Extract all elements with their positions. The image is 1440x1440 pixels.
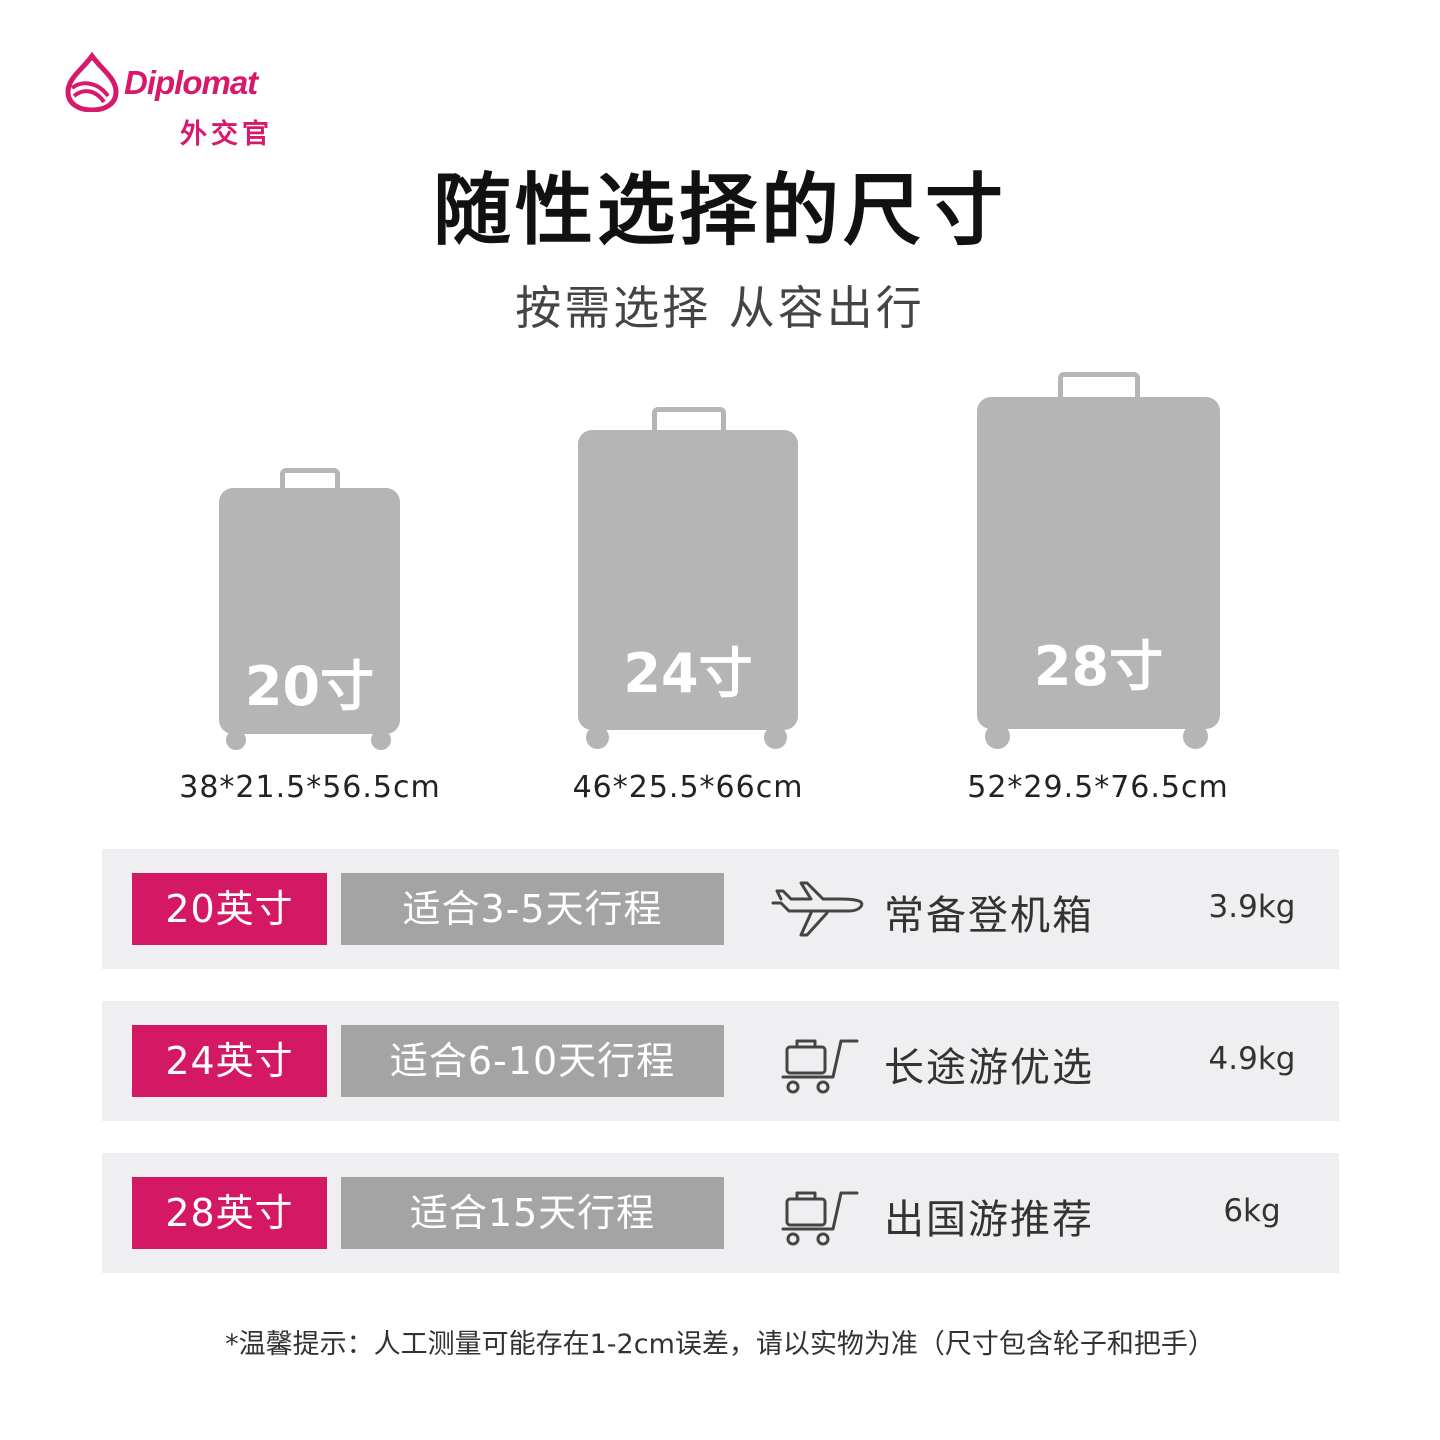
suitcase-handle <box>1058 372 1140 400</box>
row-size-tag: 24英寸 <box>132 1025 327 1097</box>
row-weight: 6kg <box>1223 1193 1281 1229</box>
size-row-28: 28英寸 适合15天行程 出国游推荐 6kg <box>102 1153 1339 1273</box>
brand-name-en: Diplomat <box>124 64 258 101</box>
row-weight: 4.9kg <box>1208 1041 1296 1077</box>
suitcase-wheel <box>371 730 391 750</box>
row-description: 出国游推荐 <box>884 1197 1094 1243</box>
footer-note: *温馨提示：人工测量可能存在1-2cm误差，请以实物为准（尺寸包含轮子和把手） <box>225 1329 1215 1360</box>
suitcase-dimensions: 38*21.5*56.5cm <box>179 770 441 805</box>
suitcase-wheel <box>586 726 609 749</box>
suitcase-wheel <box>985 724 1010 749</box>
luggage-cart-icon <box>781 1191 859 1246</box>
suitcase-handle <box>280 468 340 490</box>
suitcase-dimensions: 46*25.5*66cm <box>572 770 804 805</box>
size-row-20: 20英寸 适合3-5天行程 常备登机箱 3.9kg <box>102 849 1339 969</box>
suitcase-wheel <box>226 730 246 750</box>
suitcase-24: 24寸 <box>578 407 798 750</box>
suitcase-handle <box>652 407 726 433</box>
suitcase-size-label: 20寸 <box>244 655 375 718</box>
suitcase-wheel <box>1183 724 1208 749</box>
suitcase-20: 20寸 <box>219 468 400 750</box>
suitcase-size-label: 28寸 <box>1033 635 1164 698</box>
row-description: 长途游优选 <box>884 1045 1094 1091</box>
row-description: 常备登机箱 <box>884 893 1094 939</box>
suitcase-28: 28寸 <box>977 372 1220 750</box>
page-subtitle: 按需选择 从容出行 <box>515 281 925 335</box>
suitcase-body <box>219 488 400 734</box>
page-title: 随性选择的尺寸 <box>432 166 1007 256</box>
suitcase-size-label: 24寸 <box>623 642 753 705</box>
brand-logo: Diplomat 外交官 <box>62 52 302 152</box>
luggage-cart-icon <box>781 1039 859 1094</box>
row-days-tag: 适合15天行程 <box>341 1177 724 1249</box>
row-days-tag: 适合6-10天行程 <box>341 1025 724 1097</box>
suitcase-body <box>578 430 798 730</box>
brand-name-cn: 外交官 <box>180 119 273 150</box>
size-row-24: 24英寸 适合6-10天行程 长途游优选 4.9kg <box>102 1001 1339 1121</box>
row-size-tag: 28英寸 <box>132 1177 327 1249</box>
row-days-tag: 适合3-5天行程 <box>341 873 724 945</box>
diplomat-logo-icon <box>65 52 119 112</box>
row-weight: 3.9kg <box>1208 889 1296 925</box>
suitcase-body <box>977 397 1220 729</box>
suitcase-dimensions: 52*29.5*76.5cm <box>967 770 1229 805</box>
airplane-icon <box>771 881 864 937</box>
suitcase-wheel <box>764 726 787 749</box>
row-size-tag: 20英寸 <box>132 873 327 945</box>
